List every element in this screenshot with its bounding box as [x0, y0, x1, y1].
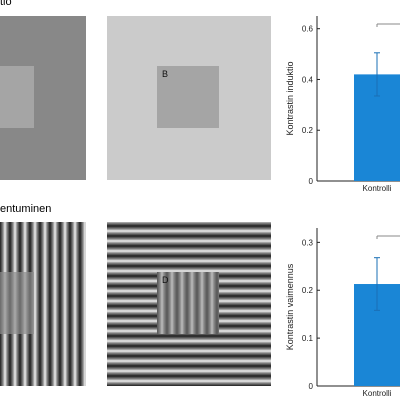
- uniform-surround-dark-stimulus: [0, 16, 86, 180]
- y-axis-label: Kontrastin vaimennus: [285, 263, 295, 350]
- gray-center-patch: [157, 66, 219, 128]
- row-title-suppression: entuminen: [0, 203, 52, 215]
- y-axis-label: Kontrastin induktio: [285, 61, 295, 135]
- y-tick-label: 0.1: [302, 334, 314, 343]
- gray-center-patch: [0, 66, 34, 128]
- panel-letter-b: B: [162, 69, 169, 79]
- low-contrast-center-grating: [0, 272, 34, 334]
- vertical-center-grating: [157, 272, 219, 334]
- row-title-induction: tio: [0, 0, 12, 8]
- uniform-surround-light-stimulus: B: [107, 16, 271, 180]
- vertical-grating-surround-stimulus: [0, 222, 86, 386]
- category-label-kontrolli: Kontrolli: [363, 184, 392, 193]
- y-tick-label: 0.2: [302, 286, 314, 295]
- y-tick-label: 0.2: [302, 126, 314, 135]
- y-tick-label: 0.3: [302, 238, 314, 247]
- y-tick-label: 0.4: [302, 75, 314, 84]
- category-label-kontrolli: Kontrolli: [363, 389, 392, 398]
- horizontal-grating-surround-stimulus: D: [107, 222, 271, 386]
- panel-letter-d: D: [162, 275, 169, 285]
- y-tick-label: 0: [309, 177, 314, 186]
- y-tick-label: 0.6: [302, 25, 314, 34]
- y-tick-label: 0: [309, 382, 314, 391]
